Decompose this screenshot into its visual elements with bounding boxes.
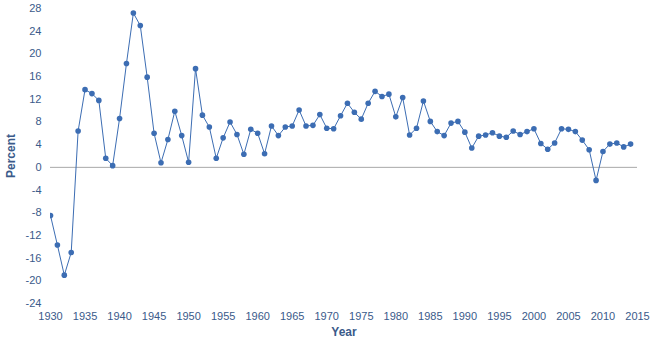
svg-text:0: 0 <box>35 161 41 173</box>
svg-text:2005: 2005 <box>556 310 580 322</box>
svg-text:2000: 2000 <box>522 310 546 322</box>
svg-text:24: 24 <box>29 25 41 37</box>
svg-text:1975: 1975 <box>349 310 373 322</box>
svg-text:1955: 1955 <box>211 310 235 322</box>
svg-text:-4: -4 <box>32 184 42 196</box>
svg-text:-24: -24 <box>26 297 42 309</box>
svg-text:1985: 1985 <box>418 310 442 322</box>
svg-text:1945: 1945 <box>142 310 166 322</box>
svg-text:12: 12 <box>29 93 41 105</box>
svg-text:1950: 1950 <box>176 310 200 322</box>
svg-text:1930: 1930 <box>38 310 62 322</box>
svg-text:-12: -12 <box>26 229 42 241</box>
svg-text:1940: 1940 <box>107 310 131 322</box>
svg-text:1980: 1980 <box>384 310 408 322</box>
svg-text:2010: 2010 <box>591 310 615 322</box>
svg-text:16: 16 <box>29 70 41 82</box>
svg-text:1935: 1935 <box>73 310 97 322</box>
svg-text:4: 4 <box>35 138 41 150</box>
svg-text:1990: 1990 <box>453 310 477 322</box>
svg-text:Percent: Percent <box>4 134 18 178</box>
svg-text:1970: 1970 <box>314 310 338 322</box>
svg-text:20: 20 <box>29 47 41 59</box>
svg-text:1960: 1960 <box>245 310 269 322</box>
svg-text:1965: 1965 <box>280 310 304 322</box>
svg-text:2015: 2015 <box>625 310 649 322</box>
svg-text:8: 8 <box>35 115 41 127</box>
svg-text:1995: 1995 <box>487 310 511 322</box>
svg-text:28: 28 <box>29 2 41 14</box>
svg-text:Year: Year <box>331 325 357 339</box>
svg-text:-16: -16 <box>26 252 42 264</box>
svg-text:-8: -8 <box>32 206 42 218</box>
svg-text:-20: -20 <box>26 274 42 286</box>
